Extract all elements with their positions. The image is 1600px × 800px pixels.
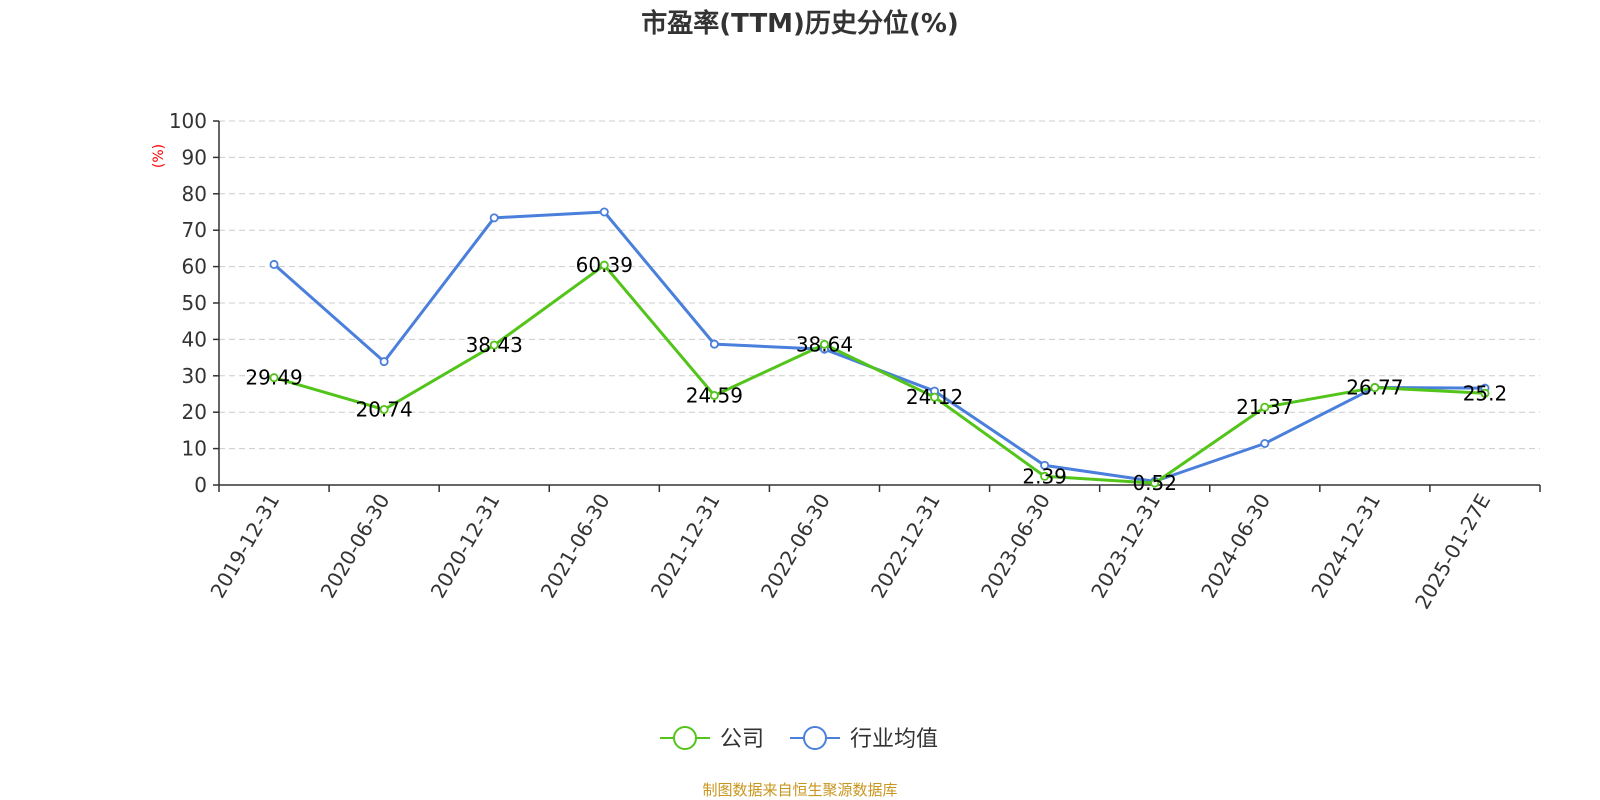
data-point[interactable] — [269, 259, 279, 269]
data-label: 21.37 — [1236, 395, 1293, 419]
x-tick-label: 2023-12-31 — [1086, 490, 1165, 603]
data-point[interactable] — [1370, 383, 1380, 393]
data-label: 26.77 — [1346, 376, 1403, 400]
legend[interactable]: 公司 行业均值 — [660, 726, 938, 752]
data-label: 24.12 — [906, 385, 963, 409]
x-tick-label: 2024-06-30 — [1196, 490, 1275, 603]
x-tick-label: 2020-12-31 — [426, 490, 505, 603]
series-line — [273, 210, 1485, 483]
chart-title: 市盈率(TTM)历史分位(%) — [641, 8, 959, 39]
data-point[interactable] — [1260, 402, 1270, 412]
data-point[interactable] — [709, 390, 719, 400]
data-source-note: 制图数据来自恒生聚源数据库 — [702, 781, 897, 799]
legend-marker-icon — [673, 726, 697, 750]
data-point[interactable] — [1480, 388, 1490, 398]
x-tick-label: 2021-06-30 — [536, 490, 615, 603]
data-label: 0.52 — [1132, 471, 1177, 495]
x-tick-label: 2022-06-30 — [756, 490, 835, 603]
legend-item-company[interactable]: 公司 — [660, 726, 764, 752]
data-point[interactable] — [599, 207, 609, 217]
data-point[interactable] — [930, 392, 940, 402]
series-company — [269, 260, 1490, 488]
data-label: 2.39 — [1022, 464, 1067, 488]
x-tick-label: 2022-12-31 — [866, 490, 945, 603]
data-point[interactable] — [819, 339, 829, 349]
data-point[interactable] — [1040, 471, 1050, 481]
y-tick-label: 0 — [194, 473, 207, 497]
data-point[interactable] — [709, 339, 719, 349]
y-tick-label: 20 — [182, 400, 207, 424]
y-tick-label: 10 — [182, 437, 207, 461]
y-tick-label: 60 — [182, 255, 207, 279]
y-tick-label: 90 — [182, 145, 207, 169]
legend-label: 公司 — [720, 727, 764, 752]
x-tick-label: 2024-12-31 — [1306, 490, 1385, 603]
data-label: 25.2 — [1463, 381, 1508, 405]
data-point[interactable] — [1260, 439, 1270, 449]
data-point[interactable] — [1150, 478, 1160, 488]
series-lines — [269, 207, 1490, 488]
legend-item-industry-average[interactable]: 行业均值 — [790, 726, 938, 752]
y-tick-label: 40 — [182, 327, 207, 351]
legend-marker-icon — [803, 726, 827, 750]
data-label: 60.39 — [576, 253, 633, 277]
series-line — [273, 263, 1486, 485]
y-tick-label: 100 — [169, 109, 207, 133]
grid-lines — [219, 120, 1540, 450]
data-point[interactable] — [379, 405, 389, 415]
data-point[interactable] — [379, 357, 389, 367]
data-point[interactable] — [1040, 460, 1050, 470]
x-tick-label: 2025-01-27E — [1410, 490, 1495, 614]
legend-label: 行业均值 — [850, 727, 938, 752]
data-point[interactable] — [269, 373, 279, 383]
y-tick-label: 70 — [182, 218, 207, 242]
y-tick-label: 80 — [182, 182, 207, 206]
y-tick-label: 30 — [182, 364, 207, 388]
x-tick-label: 2020-06-30 — [316, 490, 395, 603]
x-tick-label: 2021-12-31 — [646, 490, 725, 603]
data-label: 20.74 — [355, 398, 412, 422]
data-label: 24.59 — [686, 383, 743, 407]
data-label: 38.64 — [796, 332, 853, 356]
data-label: 38.43 — [466, 333, 523, 357]
y-axis-unit-label: (%) — [151, 144, 167, 168]
data-point[interactable] — [599, 260, 609, 270]
x-tick-label: 2023-06-30 — [976, 490, 1055, 603]
data-point[interactable] — [489, 213, 499, 223]
x-tick-label: 2019-12-31 — [205, 490, 284, 603]
data-labels: 29.49 20.74 38.43 60.39 24.59 38.64 24.12 2.39 0… — [245, 253, 1507, 495]
data-label: 29.49 — [245, 366, 302, 390]
y-tick-label: 50 — [182, 291, 207, 315]
series-industry-average — [269, 207, 1490, 486]
data-point[interactable] — [489, 340, 499, 350]
